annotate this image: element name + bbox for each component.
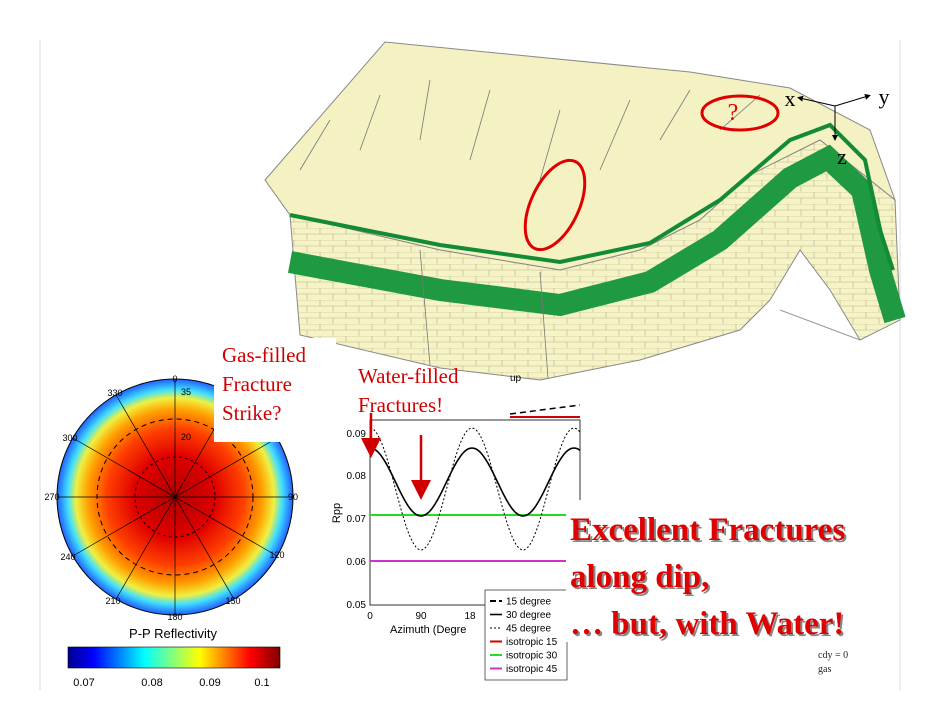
conclusion-text: … but, with Water! [570,606,844,642]
ring-label: 20 [181,432,191,442]
x-tick-label: 18 [464,611,476,622]
axis-y: y [879,84,890,109]
footnote: gas [818,664,831,675]
angle-label: 120 [269,550,284,560]
angle-label: 0 [172,374,177,384]
fracture-ellipse [523,158,587,252]
legend [484,589,568,681]
water-callout: Water-filled [358,364,459,388]
x-label: Azimuth (Degre [390,624,466,636]
y-tick-label: 0.08 [347,471,367,482]
conclusion-box [566,500,896,642]
plot-title-fragment: up [510,373,522,384]
legend-label: 45 degree [506,624,551,635]
gas-layer [287,144,906,324]
fracture-lines [299,79,761,181]
x-tick-label: 90 [415,611,427,622]
water-callout: Fractures! [358,393,443,417]
x-tick-label: 0 [367,611,373,622]
y-tick-label: 0.09 [347,429,367,440]
axis-x: x [785,86,796,111]
gas-callout: Fracture [222,372,292,396]
legend-label: isotropic 15 [506,637,558,648]
footnote: cdy = 0 [818,650,848,661]
colorbar-label: 0.1 [254,677,269,689]
angle-label: 150 [225,596,240,606]
y-tick-label: 0.07 [347,514,367,525]
angle-label: 300 [62,433,77,443]
question-ellipse [700,94,780,132]
ring-label: 35 [181,387,191,397]
y-tick-label: 0.05 [347,600,367,611]
legend-label: isotropic 30 [506,651,558,662]
legend-label: 30 degree [506,610,551,621]
colorbar-label: 0.09 [199,677,220,689]
gas-callout: Gas-filled [222,343,306,367]
polar-title: P-P Reflectivity [129,626,217,641]
thin-layer [289,122,895,271]
conclusion-shadow: … but, with Water! [572,608,846,644]
colorbar [67,646,281,669]
angle-label: 90 [288,492,298,502]
colorbar-label: 0.07 [73,677,94,689]
question-mark: ? [728,100,739,126]
conclusion-shadow: along dip, [572,561,711,597]
block-diagram: ? x y z [264,41,906,381]
gas-callout: Strike? [222,401,281,425]
angle-label: 210 [105,596,120,606]
angle-label: 180 [167,612,182,622]
y-label: Rpp [331,503,343,523]
legend-label: 15 degree [506,597,551,608]
conclusion-text: along dip, [570,559,709,595]
legend-label: isotropic 45 [506,664,558,675]
callout-box [214,338,336,442]
colorbar-label: 0.08 [141,677,162,689]
conclusion-text: Excellent Fractures [570,512,845,548]
angle-label: 270 [44,492,59,502]
axis-z: z [837,144,847,169]
y-tick-label: 0.06 [347,557,367,568]
angle-label: 330 [107,388,122,398]
plot-frame [369,419,581,606]
angle-label: 240 [60,552,75,562]
conclusion-shadow: Excellent Fractures [572,514,847,550]
line-plot: up Rpp 0.09 0.08 0.07 0.06 0.05 0 90 18 … [331,373,581,681]
